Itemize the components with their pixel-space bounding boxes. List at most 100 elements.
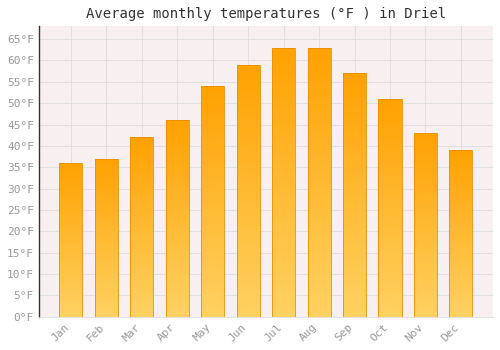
Bar (166, 266, 189, 270)
Bar (201, 114, 224, 118)
Bar (201, 86, 224, 91)
Bar (201, 229, 224, 234)
Bar (272, 118, 295, 123)
Bar (95, 172, 118, 175)
Bar (308, 123, 330, 128)
Bar (272, 112, 295, 118)
Bar (378, 221, 402, 225)
Bar (414, 210, 437, 214)
Bar (343, 224, 366, 229)
Bar (95, 250, 118, 253)
Bar (95, 282, 118, 285)
Bar (272, 85, 295, 91)
Bar (236, 166, 260, 170)
Bar (201, 243, 224, 247)
Bar (414, 299, 437, 302)
Bar (236, 65, 260, 317)
Bar (201, 132, 224, 137)
Bar (272, 295, 295, 301)
Bar (236, 246, 260, 251)
Bar (343, 200, 366, 205)
Bar (60, 252, 82, 255)
Bar (95, 257, 118, 260)
Bar (60, 255, 82, 258)
Bar (378, 108, 402, 112)
Bar (450, 267, 472, 270)
Bar (378, 99, 402, 103)
Bar (450, 250, 472, 253)
Bar (60, 295, 82, 298)
Bar (414, 218, 437, 221)
Bar (414, 166, 437, 170)
Bar (60, 194, 82, 197)
Bar (130, 274, 154, 277)
Bar (378, 260, 402, 265)
Bar (201, 146, 224, 151)
Bar (450, 150, 472, 154)
Bar (378, 182, 402, 186)
Bar (60, 191, 82, 194)
Bar (450, 197, 472, 200)
Bar (130, 306, 154, 310)
Bar (308, 91, 330, 96)
Bar (414, 188, 437, 192)
Bar (308, 295, 330, 301)
Bar (60, 246, 82, 249)
Bar (166, 293, 189, 297)
Bar (236, 312, 260, 317)
Bar (201, 308, 224, 312)
Bar (272, 204, 295, 209)
Bar (308, 53, 330, 58)
Bar (201, 275, 224, 280)
Bar (60, 265, 82, 268)
Bar (450, 163, 472, 167)
Bar (450, 290, 472, 294)
Bar (60, 209, 82, 212)
Bar (95, 314, 118, 317)
Bar (95, 203, 118, 206)
Bar (378, 256, 402, 260)
Bar (450, 240, 472, 244)
Bar (450, 200, 472, 203)
Bar (450, 260, 472, 264)
Bar (95, 159, 118, 162)
Bar (130, 202, 154, 205)
Bar (166, 128, 189, 132)
Bar (414, 284, 437, 287)
Bar (201, 100, 224, 105)
Bar (343, 205, 366, 210)
Bar (166, 195, 189, 199)
Bar (450, 150, 472, 317)
Bar (378, 190, 402, 195)
Bar (450, 287, 472, 290)
Bar (378, 247, 402, 251)
Bar (201, 252, 224, 257)
Bar (308, 285, 330, 290)
Bar (450, 170, 472, 174)
Bar (378, 265, 402, 269)
Bar (308, 134, 330, 139)
Bar (60, 274, 82, 277)
Bar (236, 231, 260, 236)
Bar (236, 297, 260, 302)
Bar (308, 145, 330, 150)
Bar (130, 231, 154, 234)
Bar (166, 250, 189, 254)
Bar (450, 154, 472, 157)
Bar (272, 188, 295, 193)
Bar (166, 234, 189, 238)
Bar (308, 80, 330, 85)
Bar (130, 288, 154, 292)
Bar (236, 266, 260, 272)
Bar (130, 313, 154, 317)
Bar (378, 199, 402, 203)
Bar (272, 91, 295, 96)
Bar (272, 231, 295, 236)
Bar (95, 307, 118, 310)
Bar (450, 253, 472, 257)
Bar (166, 223, 189, 226)
Bar (308, 215, 330, 220)
Bar (236, 155, 260, 161)
Bar (343, 93, 366, 98)
Bar (60, 203, 82, 206)
